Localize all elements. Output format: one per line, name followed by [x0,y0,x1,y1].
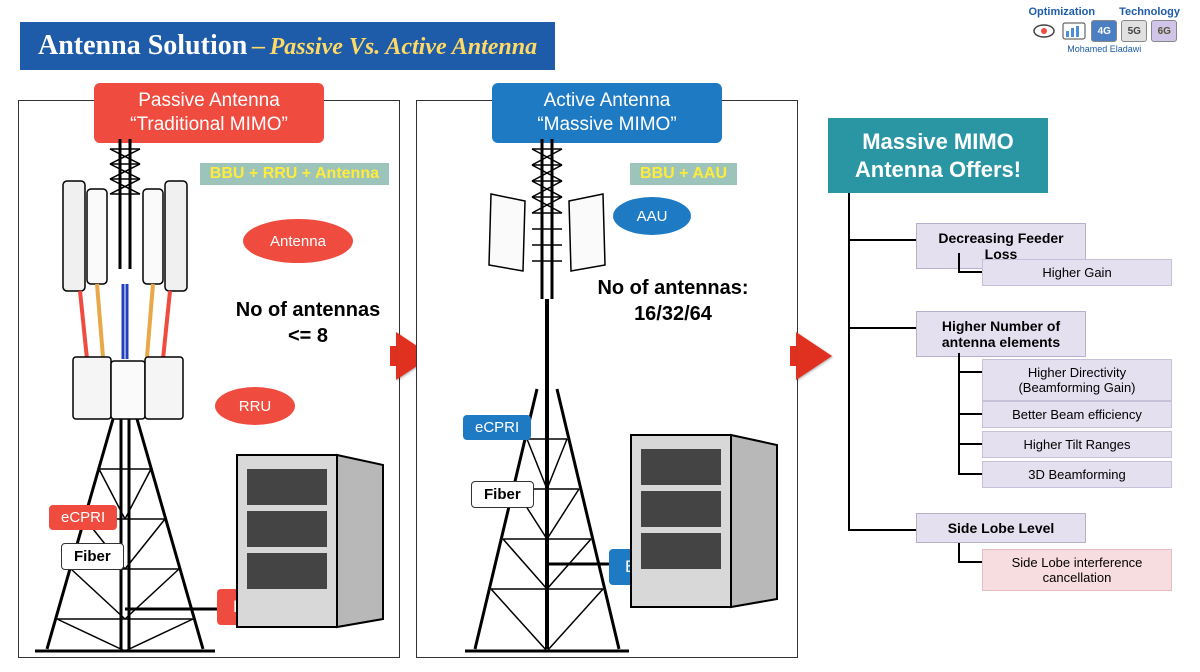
active-aau-bubble: AAU [613,197,691,235]
passive-panel: Passive Antenna “Traditional MIMO” BBU +… [18,100,400,658]
offers-panel: Massive MIMO Antenna Offers! Decreasing … [828,118,1178,613]
offers-header: Massive MIMO Antenna Offers! [828,118,1048,193]
logo-eye-icon [1031,20,1057,42]
passive-cabinet-icon [233,451,393,631]
passive-header: Passive Antenna “Traditional MIMO” [94,83,324,143]
offers-node: Higher Number of antenna elements [916,311,1086,357]
offers-leaf: Higher Gain [982,259,1172,286]
offers-leaf: Higher Tilt Ranges [982,431,1172,458]
logo-5g-icon: 5G [1121,20,1147,42]
passive-rru-bubble: RRU [215,387,295,425]
passive-header-l2: “Traditional MIMO” [124,113,294,137]
offers-leaf: Higher Directivity (Beamforming Gain) [982,359,1172,401]
passive-header-l1: Passive Antenna [124,89,294,113]
logo-area: Optimization Technology 4G 5G 6G Mohamed… [1028,6,1180,54]
logo-credit: Mohamed Eladawi [1028,44,1180,54]
active-count: No of antennas: 16/32/64 [573,275,773,327]
active-panel: Active Antenna “Massive MIMO” BBU + AAU [416,100,798,658]
active-cabinet-icon [627,431,787,611]
passive-ecpri-tag: eCPRI [49,505,117,530]
active-header: Active Antenna “Massive MIMO” [492,83,722,143]
offers-leaf: Better Beam efficiency [982,401,1172,428]
logo-technology-label: Technology [1119,6,1180,18]
offers-leaf: 3D Beamforming [982,461,1172,488]
logo-4g-icon: 4G [1091,20,1117,42]
title-sub: Passive Vs. Active Antenna [270,34,538,60]
offers-tree: Decreasing Feeder LossHigher GainHigher … [848,193,1178,613]
offers-leaf: Side Lobe interference cancellation [982,549,1172,591]
passive-equipment-label: BBU + RRU + Antenna [200,163,389,185]
title-dash: – [252,33,265,60]
active-header-l1: Active Antenna [522,89,692,113]
passive-tower-icon [25,139,225,655]
title-bar: Antenna Solution – Passive Vs. Active An… [20,22,555,70]
logo-dashboard-icon [1061,20,1087,42]
active-fiber-tag: Fiber [471,481,534,508]
offers-node: Side Lobe Level [916,513,1086,543]
active-header-l2: “Massive MIMO” [522,113,692,137]
active-ecpri-tag: eCPRI [463,415,531,440]
passive-antenna-bubble: Antenna [243,219,353,263]
passive-count: No of antennas <= 8 [223,297,393,349]
passive-fiber-tag: Fiber [61,543,124,570]
title-main: Antenna Solution [38,30,247,61]
logo-optimization-label: Optimization [1028,6,1095,18]
logo-6g-icon: 6G [1151,20,1177,42]
arrow2-icon [796,332,832,380]
